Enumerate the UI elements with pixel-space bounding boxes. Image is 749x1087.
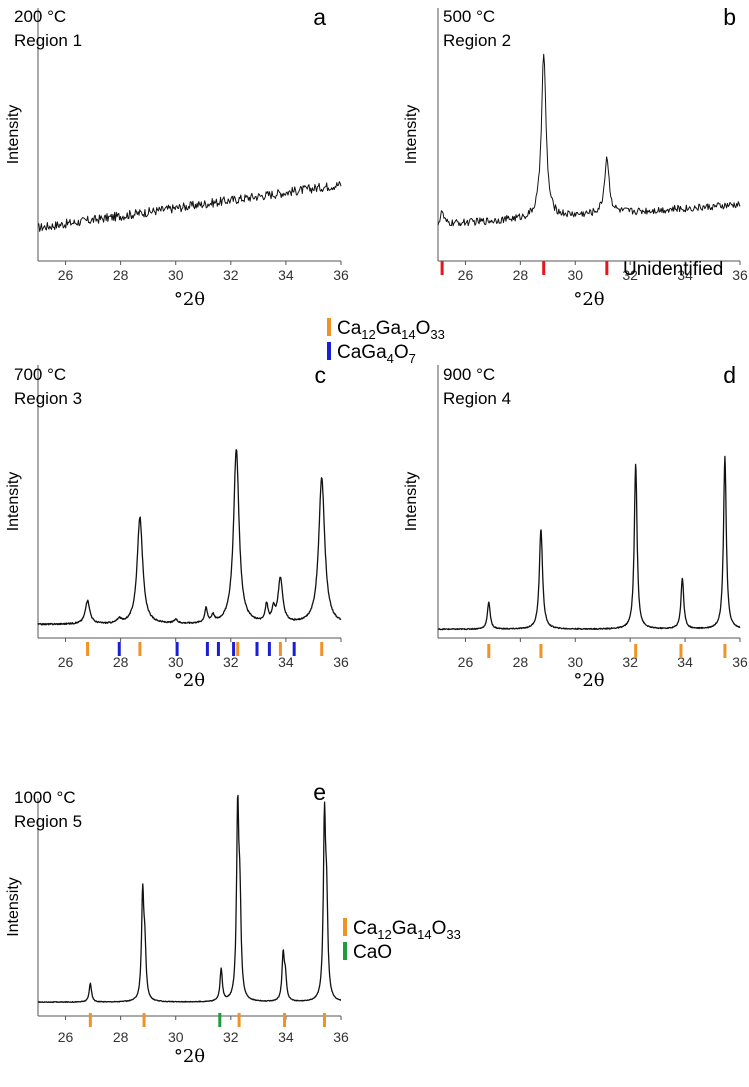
- legend-swatch: [343, 942, 347, 960]
- legend-text: O: [393, 342, 409, 363]
- x-tick-label: 26: [458, 654, 474, 670]
- x-tick-label: 28: [113, 1029, 129, 1045]
- legend-subscript: 4: [386, 350, 394, 366]
- legend-text: Ca: [337, 318, 362, 339]
- x-tick-label: 32: [223, 1029, 239, 1045]
- x-tick-label: 32: [223, 267, 239, 283]
- legend-text: CaGa: [337, 342, 387, 363]
- xrd-pattern-line: [37, 794, 342, 1004]
- legend-item: CaGa4O7: [327, 342, 445, 366]
- x-tick-label: 26: [58, 267, 74, 283]
- x-tick-label: 32: [622, 267, 638, 283]
- marker-label: Unidentified: [623, 259, 723, 280]
- legend-subscript: 33: [430, 326, 445, 342]
- x-tick-label: 34: [278, 267, 294, 283]
- x-tick-label: 36: [333, 267, 349, 283]
- x-tick-label: 30: [168, 654, 184, 670]
- panel-letter: b: [723, 4, 736, 30]
- x-tick-label: 28: [113, 654, 129, 670]
- panel-letter: d: [723, 362, 736, 388]
- legend-subscript: 33: [446, 926, 461, 942]
- x-axis-label: °2θ: [174, 289, 205, 310]
- xrd-pattern-line: [437, 53, 741, 227]
- legend-subscript: 14: [417, 926, 432, 942]
- x-tick-label: 34: [278, 654, 294, 670]
- region-label: Region 5: [14, 812, 82, 831]
- legend-bottom: Ca12Ga14O33 CaO: [343, 918, 461, 966]
- region-label: Region 2: [443, 31, 511, 50]
- panel-letter: c: [315, 362, 327, 388]
- legend-subscript: 12: [361, 326, 376, 342]
- temperature-label: 500 °C: [443, 7, 495, 26]
- y-axis-label: Intensity: [5, 105, 22, 165]
- x-tick-label: 30: [567, 654, 583, 670]
- legend-text: CaO: [353, 942, 393, 963]
- x-tick-label: 28: [513, 267, 529, 283]
- x-axis-label: °2θ: [573, 289, 604, 310]
- legend-item: Ca12Ga14O33: [343, 918, 461, 942]
- x-tick-label: 26: [458, 267, 474, 283]
- panel-letter: e: [313, 779, 326, 805]
- x-tick-label: 36: [732, 654, 748, 670]
- region-label: Region 1: [14, 31, 82, 50]
- legend-text: Ga: [375, 318, 402, 339]
- x-tick-label: 26: [58, 654, 74, 670]
- xrd-pattern-line: [37, 181, 342, 232]
- legend-text: Ca: [353, 918, 378, 939]
- y-axis-label: Intensity: [403, 472, 420, 532]
- xrd-pattern-line: [37, 449, 342, 626]
- x-tick-label: 34: [677, 267, 693, 283]
- panel-a: 26 28 30 32 34 36 200 °C Region 1 a Intensity °2θ: [5, 4, 349, 310]
- x-tick-label: 30: [168, 267, 184, 283]
- x-tick-label: 36: [333, 1029, 349, 1045]
- legend-text: Ga: [391, 918, 418, 939]
- legend-subscript: 14: [401, 326, 416, 342]
- panel-letter: a: [313, 4, 326, 30]
- x-axis-label: °2θ: [174, 1046, 205, 1067]
- legend-item: CaO: [343, 942, 461, 966]
- temperature-label: 700 °C: [14, 365, 66, 384]
- legend-text: O: [431, 918, 447, 939]
- y-axis-label: Intensity: [5, 877, 22, 937]
- y-axis-label: Intensity: [403, 105, 420, 165]
- x-tick-label: 36: [333, 654, 349, 670]
- panel-c: 26 28 30 32 34 36 700 °C Region 3 c Intensity °2θ: [5, 362, 349, 691]
- legend-swatch: [327, 342, 331, 360]
- x-tick-label: 28: [113, 267, 129, 283]
- x-axis-label: °2θ: [174, 670, 205, 691]
- region-label: Region 3: [14, 389, 82, 408]
- x-tick-label: 34: [278, 1029, 294, 1045]
- panel-b: 26 28 30 32 34 36 Unidentified 500 °C Region 2 b I…: [403, 4, 748, 310]
- legend-text: O: [415, 318, 431, 339]
- x-tick-label: 26: [58, 1029, 74, 1045]
- x-tick-label: 30: [567, 267, 583, 283]
- x-tick-label: 28: [513, 654, 529, 670]
- legend-subscript: 7: [408, 350, 416, 366]
- x-tick-label: 36: [732, 267, 748, 283]
- legend-item: Ca12Ga14O33: [327, 318, 445, 342]
- xrd-pattern-line: [437, 455, 741, 631]
- legend-swatch: [327, 318, 331, 336]
- panel-e: 26 28 30 32 34 36 1000 °C Region 5 e Intensity °2θ: [5, 779, 349, 1067]
- x-tick-label: 32: [223, 654, 239, 670]
- x-tick-label: 30: [168, 1029, 184, 1045]
- legend-top: Ca12Ga14O33 CaGa4O7: [327, 318, 445, 366]
- legend-subscript: 12: [377, 926, 392, 942]
- temperature-label: 900 °C: [443, 365, 495, 384]
- temperature-label: 1000 °C: [14, 788, 76, 807]
- x-axis-label: °2θ: [573, 670, 604, 691]
- region-label: Region 4: [443, 389, 511, 408]
- y-axis-label: Intensity: [5, 472, 22, 532]
- legend-swatch: [343, 918, 347, 936]
- temperature-label: 200 °C: [14, 7, 66, 26]
